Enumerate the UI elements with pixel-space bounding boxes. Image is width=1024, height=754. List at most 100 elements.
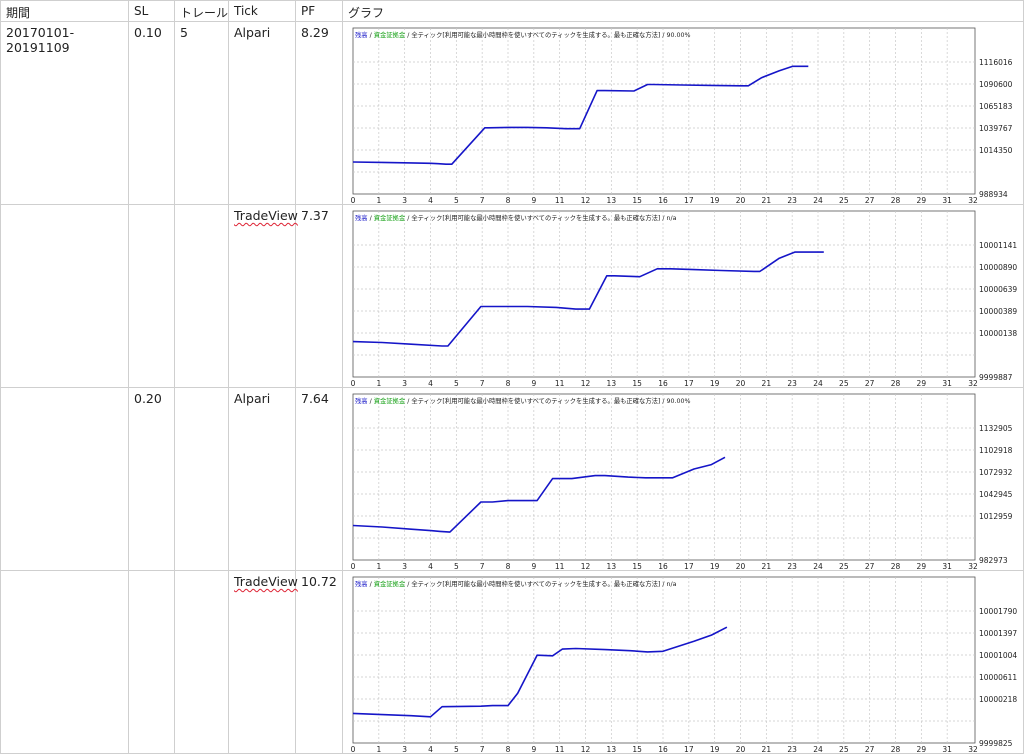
legend-separator: / xyxy=(368,581,374,588)
x-tick-label: 0 xyxy=(351,196,356,204)
cell-trail xyxy=(174,387,229,571)
legend-description: 全ティック[利用可能な最小時間枠を使いすべてのティックを生成する。最も正確な方法… xyxy=(411,396,660,405)
x-tick-label: 4 xyxy=(428,745,433,753)
x-tick-label: 19 xyxy=(710,196,720,204)
x-tick-label: 31 xyxy=(942,562,952,570)
x-tick-label: 4 xyxy=(428,196,433,204)
equity-chart-svg: 0 1 3 4 5 7 8 9 11 12 13 15 16 17 19 20 21 23 24 25 27 28 29 31… xyxy=(351,27,1013,204)
x-tick-label: 20 xyxy=(736,196,746,204)
x-tick-label: 21 xyxy=(762,196,772,204)
x-tick-label: 8 xyxy=(506,196,511,204)
cell-sl xyxy=(128,204,175,388)
x-tick-label: 5 xyxy=(454,196,459,204)
x-tick-label: 20 xyxy=(736,562,746,570)
x-tick-label: 11 xyxy=(555,562,565,570)
x-tick-label: 12 xyxy=(581,745,591,753)
cell-pf: 7.64 xyxy=(295,387,343,571)
tick-source-text: TradeView xyxy=(234,574,298,589)
x-tick-label: 19 xyxy=(710,379,720,387)
plot-frame xyxy=(352,210,976,378)
y-tick-label: 1014350 xyxy=(979,146,1013,155)
x-tick-label: 9 xyxy=(531,745,536,753)
legend-description: 全ティック[利用可能な最小時間枠を使いすべてのティックを生成する。最も正確な方法… xyxy=(411,579,660,588)
x-tick-label: 12 xyxy=(581,562,591,570)
x-tick-label: 8 xyxy=(506,562,511,570)
equity-line xyxy=(352,456,726,533)
x-tick-label: 0 xyxy=(351,745,356,753)
cell-trail xyxy=(174,570,229,754)
equity-chart-svg: 0 1 3 4 5 7 8 9 11 12 13 15 16 17 19 20 21 23 24 25 27 28 29 31… xyxy=(351,210,1017,387)
x-tick-label: 0 xyxy=(351,562,356,570)
x-tick-label: 21 xyxy=(762,745,772,753)
legend-balance: 残高 xyxy=(355,30,368,39)
legend-margin: 資金証拠金 xyxy=(374,579,406,588)
cell-period xyxy=(0,387,129,571)
y-tick-label: 1090600 xyxy=(979,80,1013,89)
legend-separator: / xyxy=(368,32,374,39)
x-tick-label: 16 xyxy=(658,196,668,204)
legend-separator: / xyxy=(660,398,666,405)
legend-separator: / xyxy=(368,398,374,405)
cell-graph: 0 1 3 4 5 7 8 9 11 12 13 15 16 17 19 20 21 23 24 25 27 28 29 31… xyxy=(342,204,1024,388)
legend-margin: 資金証拠金 xyxy=(374,396,406,405)
cell-trail: 5 xyxy=(174,21,229,205)
equity-chart-svg: 0 1 3 4 5 7 8 9 11 12 13 15 16 17 19 20 21 23 24 25 27 28 29 31… xyxy=(351,393,1013,570)
x-tick-label: 1 xyxy=(376,745,381,753)
x-tick-label: 27 xyxy=(865,379,875,387)
y-tick-label: 10000138 xyxy=(979,329,1017,338)
x-tick-label: 9 xyxy=(531,562,536,570)
y-tick-label: 1132905 xyxy=(979,424,1013,433)
x-tick-label: 31 xyxy=(942,745,952,753)
x-tick-label: 24 xyxy=(813,562,823,570)
x-tick-label: 5 xyxy=(454,745,459,753)
x-tick-label: 29 xyxy=(917,562,927,570)
cell-graph: 0 1 3 4 5 7 8 9 11 12 13 15 16 17 19 20 21 23 24 25 27 28 29 31… xyxy=(342,387,1024,571)
x-tick-label: 17 xyxy=(684,562,694,570)
x-tick-label: 19 xyxy=(710,745,720,753)
x-tick-label: 15 xyxy=(632,379,642,387)
equity-line xyxy=(352,65,809,165)
x-tick-label: 31 xyxy=(942,196,952,204)
x-tick-label: 27 xyxy=(865,562,875,570)
x-tick-label: 23 xyxy=(787,196,797,204)
x-tick-label: 1 xyxy=(376,379,381,387)
cell-period xyxy=(0,570,129,754)
y-tick-label: 1072932 xyxy=(979,468,1013,477)
x-tick-label: 21 xyxy=(762,562,772,570)
x-tick-label: 9 xyxy=(531,379,536,387)
y-tick-label: 1102918 xyxy=(979,446,1013,455)
legend-quality: 90.00% xyxy=(667,32,691,39)
cell-trail xyxy=(174,204,229,388)
y-tick-label: 988934 xyxy=(979,190,1008,199)
legend-separator: / xyxy=(405,215,411,222)
cell-tick: TradeView xyxy=(228,204,298,388)
x-tick-label: 27 xyxy=(865,745,875,753)
tick-source-text: TradeView xyxy=(234,208,298,223)
y-tick-label: 10001397 xyxy=(979,629,1017,638)
y-tick-label: 1039767 xyxy=(979,124,1013,133)
legend-quality: n/a xyxy=(667,215,677,222)
x-tick-label: 25 xyxy=(839,196,849,204)
legend-separator: / xyxy=(660,32,666,39)
x-tick-label: 3 xyxy=(402,379,407,387)
x-tick-label: 28 xyxy=(891,562,901,570)
cell-period xyxy=(0,204,129,388)
x-tick-label: 29 xyxy=(917,379,927,387)
legend-margin: 資金証拠金 xyxy=(374,213,406,222)
legend-separator: / xyxy=(405,581,411,588)
chart-1: 0 1 3 4 5 7 8 9 11 12 13 15 16 17 19 20 21 23 24 25 27 28 29 31… xyxy=(343,205,1023,387)
x-tick-label: 23 xyxy=(787,745,797,753)
y-tick-label: 982973 xyxy=(979,556,1008,565)
x-tick-label: 1 xyxy=(376,562,381,570)
legend-description: 全ティック[利用可能な最小時間枠を使いすべてのティックを生成する。最も正確な方法… xyxy=(411,30,660,39)
y-tick-label: 1116016 xyxy=(979,58,1013,67)
cell-sl: 0.10 xyxy=(128,21,175,205)
header-graph: グラフ xyxy=(342,0,1024,22)
header-period: 期間 xyxy=(0,0,129,22)
chart-legend: 残高 / 資金証拠金 / 全ティック[利用可能な最小時間枠を使いすべてのティック… xyxy=(355,579,677,588)
cell-tick: Alpari xyxy=(228,21,296,205)
x-tick-label: 13 xyxy=(607,379,617,387)
x-tick-label: 17 xyxy=(684,196,694,204)
